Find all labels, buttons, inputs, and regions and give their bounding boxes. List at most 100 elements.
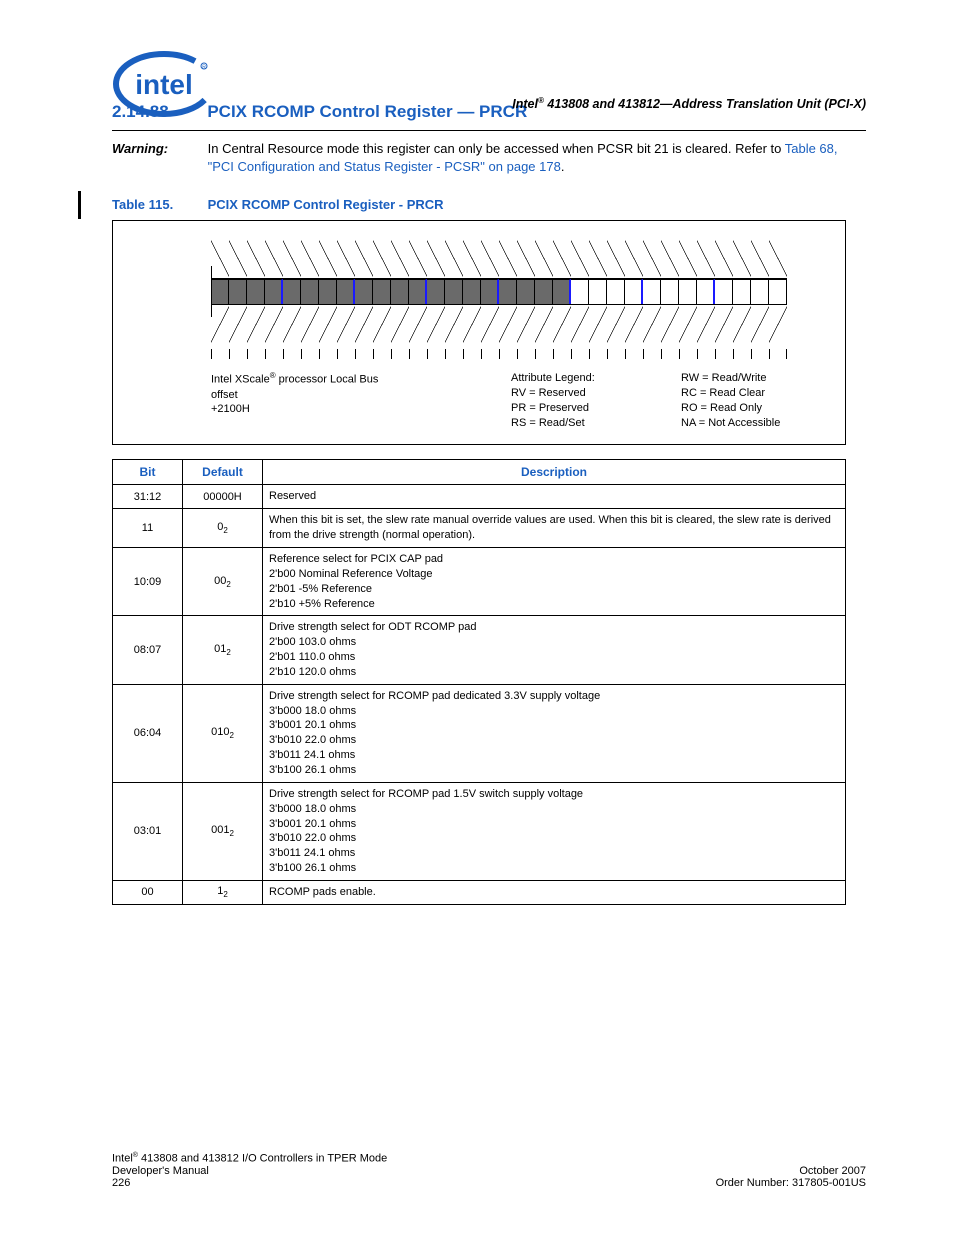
footer-r2: Order Number: 317805-001US — [716, 1177, 866, 1189]
bit-cell — [571, 279, 589, 305]
hatch-cell — [355, 239, 373, 279]
footer-l2: Developer's Manual — [112, 1165, 387, 1177]
bracket-tick — [625, 349, 643, 359]
bit-bracket — [211, 343, 817, 359]
bit-cell — [625, 279, 643, 305]
hatch-cell — [319, 239, 337, 279]
running-header: Intel® 413808 and 413812—Address Transla… — [512, 96, 866, 111]
hatch-cell — [481, 304, 499, 344]
cell-bit: 08:07 — [113, 616, 183, 684]
table-row: 06:040102Drive strength select for RCOMP… — [113, 684, 846, 782]
bit-cell — [391, 279, 409, 305]
bracket-tick — [391, 349, 409, 359]
intel-logo: intel R — [112, 50, 216, 118]
table-number: Table 115. — [112, 197, 204, 212]
cell-desc: Reference select for PCIX CAP pad2'b00 N… — [263, 548, 846, 616]
hatch-cell — [733, 239, 751, 279]
bracket-tick — [373, 349, 391, 359]
hatch-cell — [625, 304, 643, 344]
subscript: 2 — [223, 526, 227, 535]
bracket-tick — [337, 349, 355, 359]
warning-post: . — [561, 159, 565, 174]
bit-diagram — [211, 239, 817, 359]
table-header-row: Bit Default Description — [113, 460, 846, 485]
bit-cell — [553, 279, 571, 305]
hatch-cell — [355, 304, 373, 344]
footer-l1b: 413808 and 413812 I/O Controllers in TPE… — [138, 1153, 387, 1165]
register-diagram-box: Intel XScale® processor Local Bus offset… — [112, 220, 846, 445]
hatch-cell — [229, 304, 247, 344]
hatch-cell — [391, 304, 409, 344]
hatch-cell — [517, 239, 535, 279]
hatch-cell — [679, 239, 697, 279]
footer-r1: October 2007 — [716, 1165, 866, 1177]
revision-bar — [78, 191, 81, 219]
footer-page-num: 226 — [112, 1177, 387, 1189]
bit-cell — [301, 279, 319, 305]
hatch-cell — [769, 239, 787, 279]
cell-desc: When this bit is set, the slew rate manu… — [263, 509, 846, 548]
hatch-cell — [409, 239, 427, 279]
bit-cell — [319, 279, 337, 305]
section-title: PCIX RCOMP Control Register — PRCR — [207, 102, 527, 121]
cell-default: 002 — [183, 548, 263, 616]
hatch-cell — [661, 239, 679, 279]
bus-label: Intel XScale® processor Local Bus offset… — [211, 371, 501, 430]
cell-desc: RCOMP pads enable. — [263, 880, 846, 904]
th-default: Default — [183, 460, 263, 485]
bracket-tick — [445, 349, 463, 359]
bit-cell — [517, 279, 535, 305]
bit-cell — [733, 279, 751, 305]
bit-cell — [355, 279, 373, 305]
hatch-cell — [427, 304, 445, 344]
subscript: 2 — [226, 580, 230, 589]
logo-text: intel — [135, 69, 193, 100]
bracket-tick — [661, 349, 679, 359]
hatch-cell — [445, 239, 463, 279]
legend-item: RW = Read/Write — [681, 371, 861, 386]
cell-bit: 03:01 — [113, 782, 183, 880]
table-caption: Table 115. PCIX RCOMP Control Register -… — [112, 197, 866, 212]
bracket-tick — [679, 349, 697, 359]
hatch-cell — [769, 304, 787, 344]
bracket-tick — [751, 349, 769, 359]
bit-cell — [463, 279, 481, 305]
hatch-cell — [481, 239, 499, 279]
hatch-cell — [733, 304, 751, 344]
hatch-cell — [625, 239, 643, 279]
bit-cell — [697, 279, 715, 305]
bus-line1b: processor Local Bus — [276, 374, 379, 386]
cell-bit: 00 — [113, 880, 183, 904]
legend-item: NA = Not Accessible — [681, 416, 861, 431]
hatch-cell — [643, 239, 661, 279]
cell-desc: Drive strength select for RCOMP pad dedi… — [263, 684, 846, 782]
hatch-cell — [301, 239, 319, 279]
hatch-cell — [571, 239, 589, 279]
bit-cell — [661, 279, 679, 305]
hatch-cell — [661, 304, 679, 344]
hatch-cell — [715, 304, 733, 344]
hatch-cell — [463, 304, 481, 344]
diagram-legend: Intel XScale® processor Local Bus offset… — [211, 371, 817, 430]
bracket-tick — [409, 349, 427, 359]
hatch-cell — [517, 304, 535, 344]
register-table: Bit Default Description 31:1200000HReser… — [112, 459, 846, 904]
bit-cell — [373, 279, 391, 305]
legend-title: Attribute Legend: — [511, 371, 671, 386]
hatch-cell — [643, 304, 661, 344]
header-text: 413808 and 413812—Address Translation Un… — [544, 97, 866, 111]
cell-bit: 06:04 — [113, 684, 183, 782]
hatch-cell — [409, 304, 427, 344]
bit-cell — [679, 279, 697, 305]
footer-l1a: Intel — [112, 1153, 133, 1165]
bracket-tick — [283, 349, 301, 359]
hatch-cell — [373, 239, 391, 279]
bracket-tick — [481, 349, 499, 359]
bracket-tick — [697, 349, 715, 359]
table-row: 03:010012Drive strength select for RCOMP… — [113, 782, 846, 880]
header-product: Intel — [512, 97, 538, 111]
hatch-cell — [499, 304, 517, 344]
cell-default: 02 — [183, 509, 263, 548]
bit-cell — [769, 279, 787, 305]
bit-cell — [643, 279, 661, 305]
